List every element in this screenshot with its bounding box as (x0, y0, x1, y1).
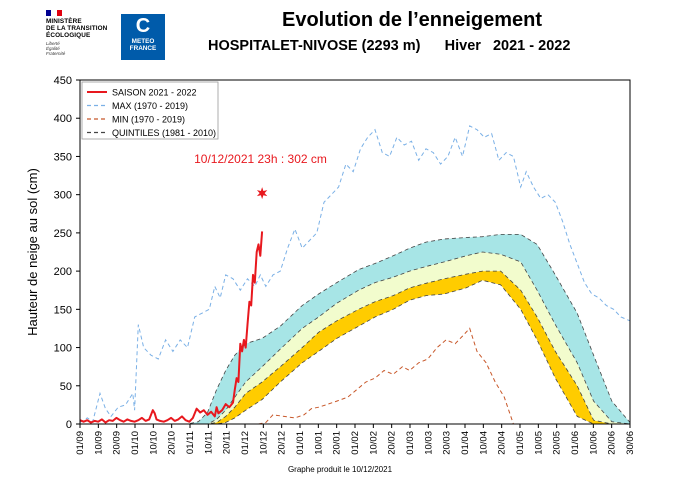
x-tick-label: 01/02 (350, 431, 361, 455)
quintile-band-q1-q2 (169, 271, 630, 424)
x-tick-label: 20/12 (277, 431, 288, 455)
x-tick-label: 01/05 (515, 431, 526, 455)
x-tick-label: 10/11 (203, 431, 214, 454)
x-tick-label: 10/03 (423, 431, 434, 455)
quintile-band-q2-q3 (169, 252, 630, 424)
quintile-lines (169, 234, 631, 425)
y-tick-label: 200 (54, 266, 72, 278)
y-tick-label: 400 (54, 113, 72, 125)
x-tick-label: 30/06 (625, 431, 636, 455)
x-tick-label: 20/10 (167, 431, 178, 455)
x-tick-label: 10/06 (588, 431, 599, 455)
y-tick-label: 300 (54, 190, 72, 202)
ministry-line: ÉCOLOGIQUE (46, 32, 91, 39)
flag-stripe-blue (46, 10, 52, 16)
ministry-line: DE LA TRANSITION (46, 25, 108, 32)
x-tick-label: 10/12 (258, 431, 269, 455)
meteo-logo-line: METEO (131, 38, 155, 45)
annotation-star-icon (256, 187, 268, 200)
x-tick-label: 01/10 (130, 431, 141, 455)
quintile-line-q1 (169, 279, 630, 425)
annotation-label: 10/12/2021 23h : 302 cm (194, 152, 327, 166)
quintile-band-q3-q4 (169, 234, 630, 424)
max-series-line (79, 125, 631, 423)
x-tick-label: 20/11 (222, 431, 233, 454)
ministry-motto: Liberté Égalité Fraternité (46, 41, 118, 56)
x-tick-label: 20/04 (497, 431, 508, 455)
y-tick-label: 0 (66, 419, 72, 431)
ministry-logo: MINISTÈRE DE LA TRANSITION ÉCOLOGIQUE Li… (46, 10, 118, 56)
ministry-line: MINISTÈRE (46, 18, 82, 25)
flag-stripe-red (56, 10, 62, 16)
x-tick-label: 01/04 (460, 431, 471, 455)
motto-line: Fraternité (46, 51, 66, 56)
snow-depth-chart: 0 50 100 150 200 250 300 350 400 450 01/09 10/09 20… (25, 75, 636, 455)
legend-label: MIN (1970 - 2019) (112, 115, 185, 125)
meteo-france-logo-glyph: C (135, 15, 151, 37)
x-tick-label: 20/05 (552, 431, 563, 455)
x-tick-label: 20/03 (442, 431, 453, 455)
x-tick-label: 01/01 (295, 431, 306, 455)
station-name: HOSPITALET-NIVOSE (2293 m) (208, 38, 421, 54)
legend: SAISON 2021 - 2022 MAX (1970 - 2019) MIN (… (81, 81, 219, 140)
page-title: Evolution de l’enneigement (281, 9, 543, 31)
x-tick-label: 10/04 (478, 431, 489, 455)
x-tick-label: 20/09 (112, 431, 123, 455)
quintile-line-q2 (169, 270, 630, 425)
y-axis: 0 50 100 150 200 250 300 350 400 450 (54, 75, 80, 431)
meteo-france-logo: C METEO FRANCE (121, 14, 165, 60)
header: MINISTÈRE DE LA TRANSITION ÉCOLOGIQUE Li… (0, 0, 680, 72)
y-tick-label: 450 (54, 75, 72, 87)
y-axis-label: Hauteur de neige au sol (cm) (25, 168, 40, 336)
annotation-star-shape (256, 187, 268, 200)
x-tick-label: 10/05 (533, 431, 544, 455)
series-lines (79, 125, 631, 425)
season-series-line (79, 231, 264, 424)
x-tick-label: 10/09 (93, 431, 104, 455)
season-label: Hiver 2021 - 2022 (444, 38, 571, 54)
legend-label: SAISON 2021 - 2022 (112, 88, 197, 98)
x-tick-label: 01/12 (240, 431, 251, 455)
legend-label: MAX (1970 - 2019) (112, 101, 188, 111)
x-tick-label: 10/02 (368, 431, 379, 455)
y-tick-label: 50 (60, 381, 72, 393)
x-tick-label: 20/02 (387, 431, 398, 455)
produced-note: Graphe produit le 10/12/2021 (287, 465, 393, 474)
x-tick-label: 01/06 (570, 431, 581, 455)
republic-flag-icon (46, 10, 62, 16)
quintile-bands (169, 234, 630, 424)
y-tick-label: 250 (54, 228, 72, 240)
y-tick-label: 150 (54, 304, 72, 316)
meteo-logo-line: FRANCE (129, 45, 157, 52)
x-axis: 01/09 10/09 20/09 01/10 10/10 20/10 01/11 10/11… (75, 424, 636, 455)
min-series-line (258, 327, 514, 425)
x-tick-label: 20/01 (332, 431, 343, 455)
page-subtitle: HOSPITALET-NIVOSE (2293 m) Hiver 2021 - … (208, 38, 570, 54)
y-tick-label: 100 (54, 343, 72, 355)
y-tick-label: 350 (54, 151, 72, 163)
x-tick-label: 01/11 (185, 431, 196, 454)
ministry-name: MINISTÈRE DE LA TRANSITION ÉCOLOGIQUE (46, 18, 118, 39)
quintile-line-q3 (169, 251, 631, 425)
x-tick-label: 01/09 (75, 431, 86, 455)
x-tick-label: 10/01 (313, 431, 324, 455)
flag-stripe-white (51, 10, 57, 16)
motto-line: Liberté (46, 41, 60, 46)
motto-line: Égalité (46, 46, 60, 51)
x-tick-label: 10/10 (148, 431, 159, 455)
legend-label: QUINTILES (1981 - 2010) (112, 128, 216, 138)
quintile-line-q4 (169, 234, 631, 425)
x-tick-label: 01/03 (405, 431, 416, 455)
x-tick-label: 20/06 (607, 431, 618, 455)
